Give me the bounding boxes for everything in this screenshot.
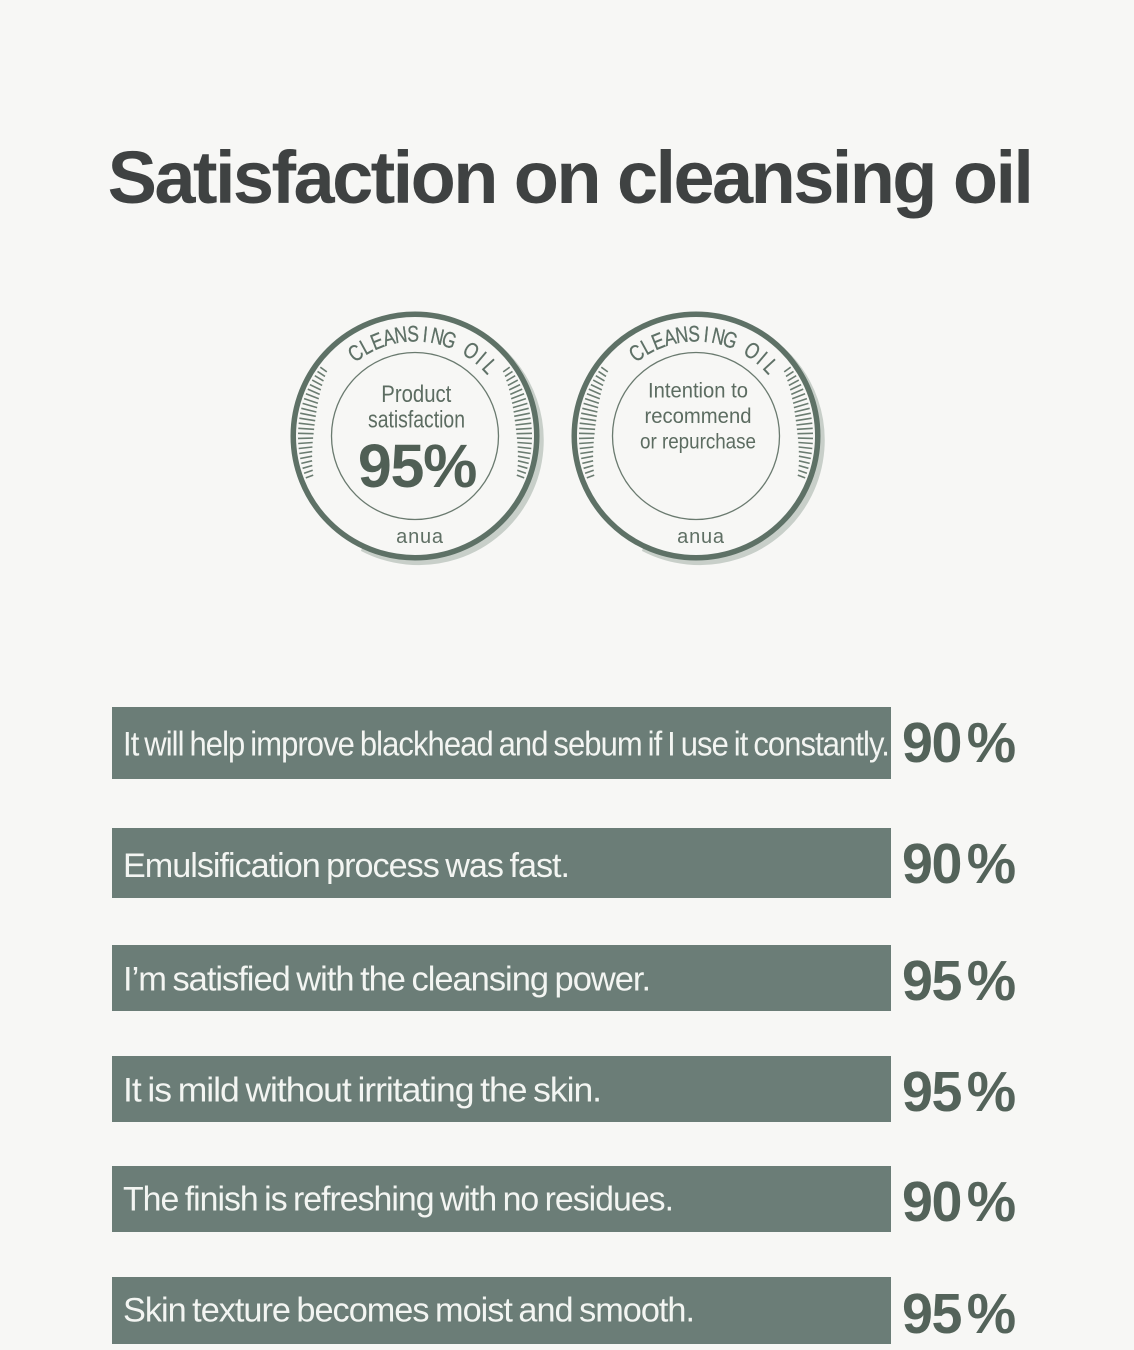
svg-text:I: I (703, 323, 710, 348)
svg-text:Product: Product (381, 381, 451, 408)
svg-text:N: N (674, 323, 690, 349)
svg-text:N: N (428, 324, 446, 351)
svg-text:satisfaction: satisfaction (368, 407, 465, 434)
svg-text:N: N (392, 323, 408, 349)
svg-text:I: I (421, 323, 428, 348)
svg-text:S: S (406, 322, 418, 347)
svg-text:anua: anua (677, 526, 725, 548)
svg-text:anua: anua (396, 526, 444, 548)
svg-text:recommend: recommend (645, 404, 752, 428)
svg-text:or repurchase: or repurchase (640, 430, 756, 454)
svg-text:Intention to: Intention to (648, 378, 748, 402)
svg-text:N: N (709, 324, 727, 351)
svg-text:95%: 95% (357, 432, 475, 500)
svg-text:S: S (688, 322, 700, 347)
